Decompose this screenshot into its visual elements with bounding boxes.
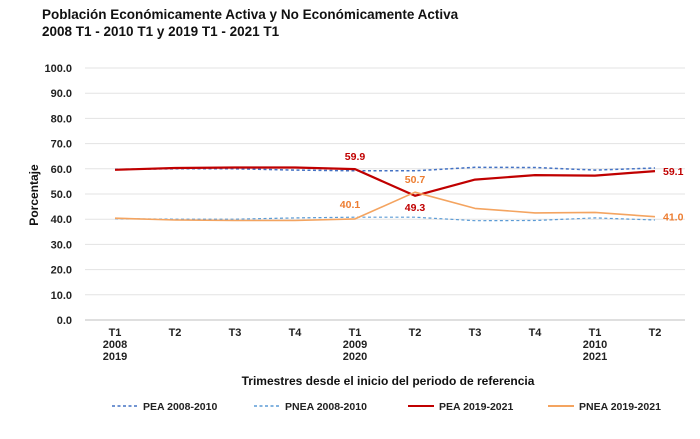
x-tick-label-line: T2 (649, 327, 662, 339)
x-tick-label-line: T3 (469, 327, 482, 339)
y-axis-title: Porcentaje (27, 164, 41, 226)
x-tick-label-line: T4 (529, 327, 543, 339)
x-tick-label: T1 2008 2019 (103, 327, 127, 363)
y-tick-label: 100.0 (44, 63, 72, 75)
x-axis-title: Trimestres desde el inicio del periodo d… (242, 374, 535, 388)
series-line-pea-2019-2021 (114, 166, 656, 197)
chart-title-line-2: 2008 T1 - 2010 T1 y 2019 T1 - 2021 T1 (42, 24, 280, 39)
x-tick-label: T1 2009 2020 (343, 327, 367, 363)
legend: PEA 2008-2010 PNEA 2008-2010 PEA 2019-2021… (112, 401, 661, 413)
y-tick-label: 80.0 (51, 113, 72, 125)
series-line-pnea-2008-2010 (114, 216, 656, 222)
data-label: 59.1 (663, 166, 684, 178)
x-tick-label: T2 (409, 327, 422, 339)
x-tick-label: T2 (649, 327, 662, 339)
x-tick-label: T2 (169, 327, 182, 339)
x-tick-label-line: T1 (109, 327, 122, 339)
data-label: 59.9 (345, 151, 366, 163)
x-tick-label-line: 2019 (103, 351, 127, 363)
x-tick-label-line: T2 (169, 327, 182, 339)
gridlines (85, 67, 685, 321)
x-tick-label: T4 (529, 327, 543, 339)
x-tick-label-line: 2009 (343, 339, 367, 351)
x-tick-label: T1 2010 2021 (583, 327, 607, 363)
legend-label: PEA 2008-2010 (143, 401, 217, 413)
series-line-pnea-2019-2021 (114, 191, 656, 222)
y-tick-label: 60.0 (51, 164, 72, 176)
y-tick-label: 40.0 (51, 214, 72, 226)
y-tick-label: 30.0 (51, 239, 72, 251)
data-label: 49.3 (405, 202, 426, 214)
y-tick-label: 50.0 (51, 189, 72, 201)
x-tick-label-line: 2008 (103, 339, 127, 351)
y-tick-label: 10.0 (51, 290, 72, 302)
legend-label: PNEA 2019-2021 (579, 401, 661, 413)
data-label: 41.0 (663, 212, 684, 224)
y-tick-label: 70.0 (51, 139, 72, 151)
y-tick-label: 20.0 (51, 265, 72, 277)
chart-title-line-1: Población Económicamente Activa y No Eco… (42, 7, 459, 22)
series-lines (114, 166, 656, 222)
x-tick-label: T3 (469, 327, 482, 339)
x-tick-label-line: 2021 (583, 351, 607, 363)
x-tick-label-line: T1 (349, 327, 362, 339)
x-tick-label-line: 2020 (343, 351, 367, 363)
x-tick-label-line: 2010 (583, 339, 607, 351)
x-tick-label-line: T4 (289, 327, 303, 339)
y-tick-label: 0.0 (57, 315, 72, 327)
x-tick-label: T3 (229, 327, 242, 339)
data-label: 40.1 (340, 199, 361, 211)
legend-label: PNEA 2008-2010 (285, 401, 367, 413)
y-axis-ticks: 0.0 10.0 20.0 30.0 40.0 50.0 60.0 70.0 80.0 90.0 1… (44, 63, 72, 327)
legend-label: PEA 2019-2021 (439, 401, 513, 413)
data-labels: 59.9 49.3 59.1 40.1 50.7 41.0 (340, 151, 684, 224)
data-label: 50.7 (405, 174, 426, 186)
x-tick-label-line: T1 (589, 327, 602, 339)
y-tick-label: 90.0 (51, 88, 72, 100)
x-tick-label: T4 (289, 327, 303, 339)
x-tick-label-line: T2 (409, 327, 422, 339)
chart-title: Población Económicamente Activa y No Eco… (42, 6, 682, 40)
x-tick-label-line: T3 (229, 327, 242, 339)
